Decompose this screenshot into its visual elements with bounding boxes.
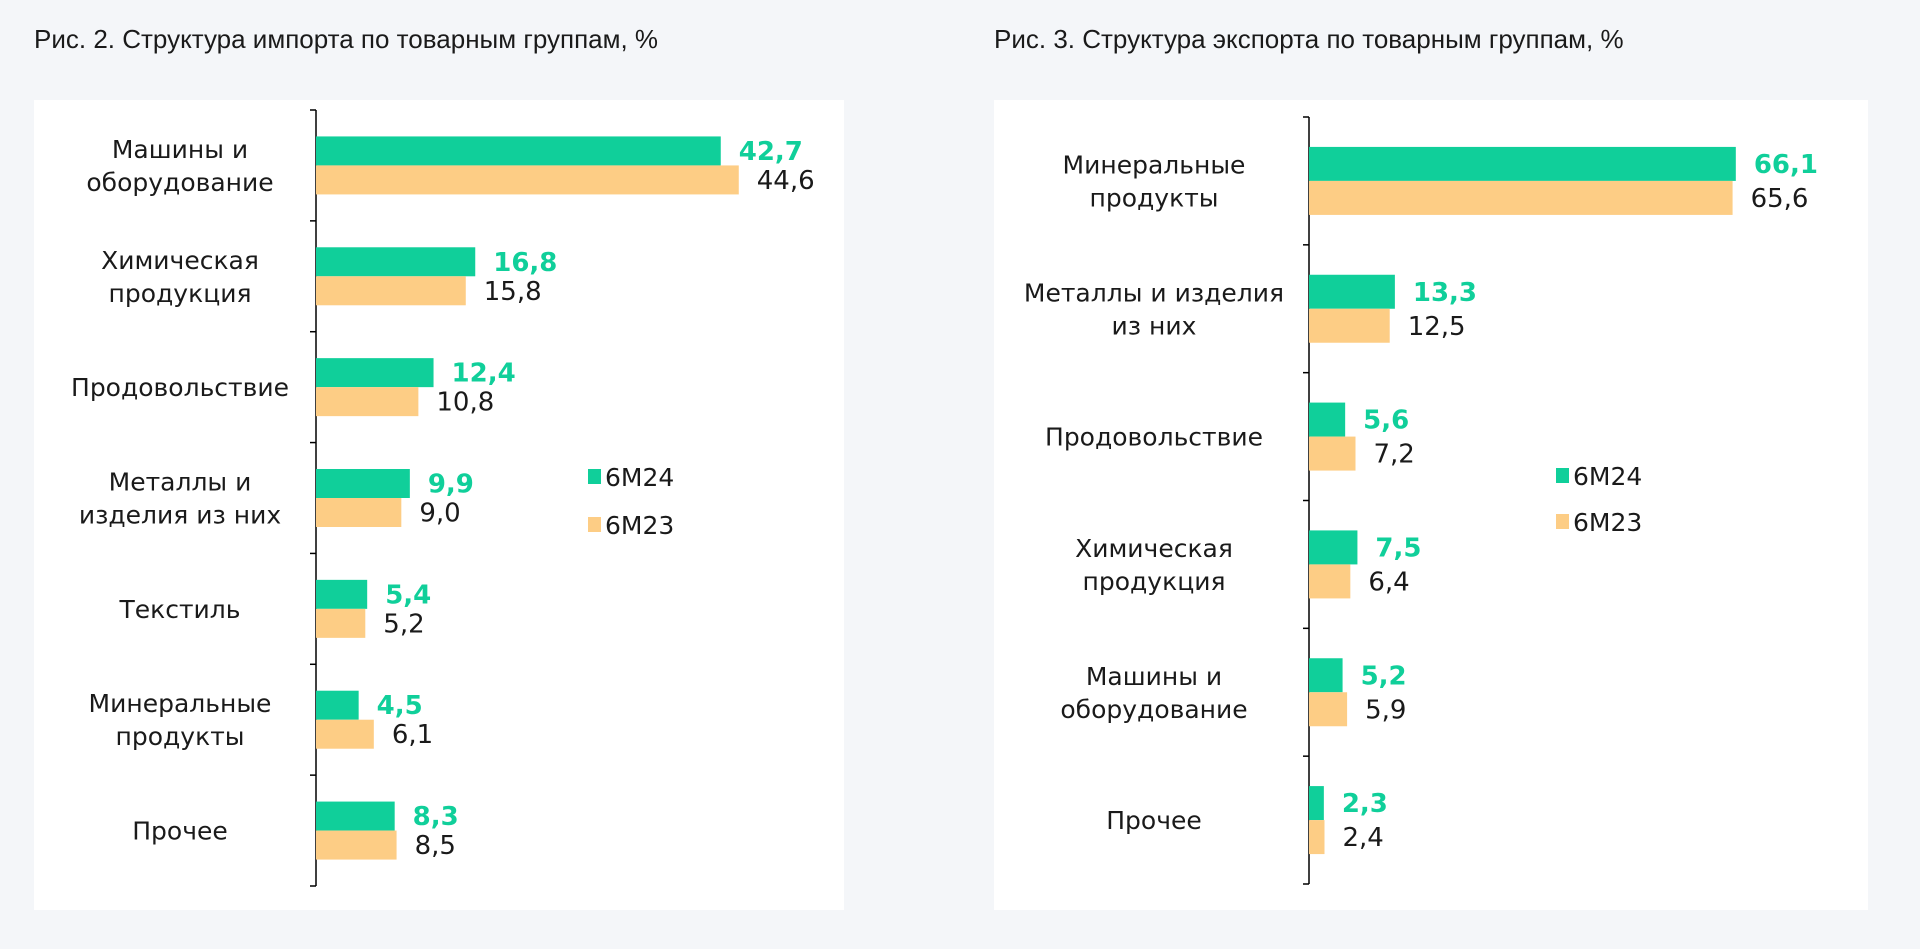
legend-label-6m23: 6M23 — [605, 511, 674, 540]
data-label-6m23: 5,2 — [383, 609, 424, 639]
bar-6m23 — [316, 498, 402, 527]
data-label-6m23: 8,5 — [415, 831, 456, 861]
data-label-6m24: 42,7 — [739, 137, 803, 167]
data-label-6m23: 5,9 — [1365, 695, 1406, 725]
bar-6m24 — [1309, 530, 1358, 565]
data-label-6m24: 5,2 — [1361, 661, 1407, 691]
chart-title-import: Рис. 2. Структура импорта по товарным гр… — [34, 24, 659, 54]
data-label-6m24: 5,6 — [1363, 406, 1409, 436]
bar-6m23 — [1309, 820, 1325, 855]
data-label-6m24: 8,3 — [413, 802, 459, 832]
legend-swatch-6m23 — [1556, 514, 1569, 529]
bar-6m23 — [316, 387, 419, 417]
data-label-6m24: 9,9 — [428, 470, 474, 500]
import-chart-panel: 42,7 44,6 Машины и оборудование 16,8 15,8 Хими… — [34, 100, 844, 910]
bar-6m23 — [1309, 692, 1348, 727]
category-label: Химическая продукция — [101, 246, 259, 308]
data-label-6m23: 65,6 — [1751, 184, 1809, 214]
category-label: Минеральные продукты — [1063, 150, 1246, 212]
bar-6m24 — [1309, 402, 1346, 437]
bar-6m24 — [1309, 146, 1736, 181]
legend-label-6m24: 6M24 — [1573, 462, 1642, 491]
export-chart-panel: 66,1 65,6 Минеральные продукты 13,3 12,5 Метал… — [994, 100, 1868, 910]
data-label-6m24: 2,3 — [1342, 789, 1388, 819]
category-label: Прочее — [1106, 806, 1202, 835]
bar-6m24 — [316, 690, 359, 720]
data-label-6m23: 15,8 — [484, 277, 542, 307]
import-bar-chart: 42,744,6 Машины и оборудование 16,815,8 Хими… — [71, 109, 815, 887]
category-label: Продовольствие — [71, 373, 289, 402]
category-label: Текстиль — [118, 595, 240, 624]
bar-6m24 — [1309, 786, 1324, 821]
data-label-6m24: 12,4 — [452, 359, 516, 389]
bar-6m24 — [316, 469, 410, 498]
category-label: Металлы и изделия из них — [79, 468, 281, 530]
bar-6m23 — [1309, 180, 1733, 215]
bar-6m24 — [316, 579, 368, 609]
data-label-6m23: 2,4 — [1342, 823, 1383, 853]
category-label: Металлы и изделия из них — [1024, 278, 1284, 340]
bar-6m24 — [316, 136, 721, 166]
data-label-6m24: 13,3 — [1413, 278, 1477, 308]
bar-6m24 — [316, 358, 434, 388]
data-label-6m23: 44,6 — [757, 166, 815, 196]
bar-6m23 — [1309, 308, 1390, 343]
category-label: Минеральные продукты — [89, 689, 272, 751]
category-label: Машины и оборудование — [1060, 662, 1247, 724]
legend-label-6m23: 6M23 — [1573, 508, 1642, 537]
legend-label-6m24: 6M24 — [605, 463, 674, 492]
bar-6m24 — [316, 801, 395, 831]
bar-6m23 — [316, 719, 374, 749]
data-label-6m24: 7,5 — [1375, 533, 1421, 563]
bar-6m23 — [1309, 564, 1351, 599]
data-label-6m23: 7,2 — [1373, 440, 1414, 470]
bar-6m23 — [316, 165, 739, 195]
data-label-6m23: 10,8 — [436, 388, 494, 418]
data-label-6m23: 9,0 — [419, 499, 460, 529]
data-label-6m24: 66,1 — [1754, 150, 1818, 180]
bar-6m24 — [1309, 658, 1343, 693]
legend-swatch-6m23 — [588, 517, 601, 532]
data-label-6m24: 16,8 — [493, 248, 557, 278]
legend-swatch-6m24 — [588, 469, 601, 484]
data-label-6m23: 6,1 — [392, 720, 433, 750]
data-label-6m23: 6,4 — [1368, 567, 1409, 597]
data-label-6m23: 12,5 — [1408, 312, 1466, 342]
category-label: Прочее — [132, 817, 228, 846]
data-label-6m24: 4,5 — [377, 691, 423, 721]
data-label-6m24: 5,4 — [385, 580, 431, 610]
bar-6m24 — [316, 247, 476, 277]
bar-6m24 — [1309, 274, 1395, 309]
category-label: Химическая продукция — [1075, 534, 1233, 596]
export-bar-chart: 66,1 65,6 Минеральные продукты 13,3 12,5 Метал… — [1024, 116, 1818, 885]
legend-swatch-6m24 — [1556, 468, 1569, 483]
bar-6m23 — [316, 608, 366, 638]
category-label: Машины и оборудование — [86, 135, 273, 197]
bar-6m23 — [316, 830, 397, 860]
bar-6m23 — [1309, 436, 1356, 471]
chart-title-export: Рис. 3. Структура экспорта по товарным г… — [994, 24, 1624, 54]
category-label: Продовольствие — [1045, 423, 1263, 452]
bar-6m23 — [316, 276, 466, 306]
